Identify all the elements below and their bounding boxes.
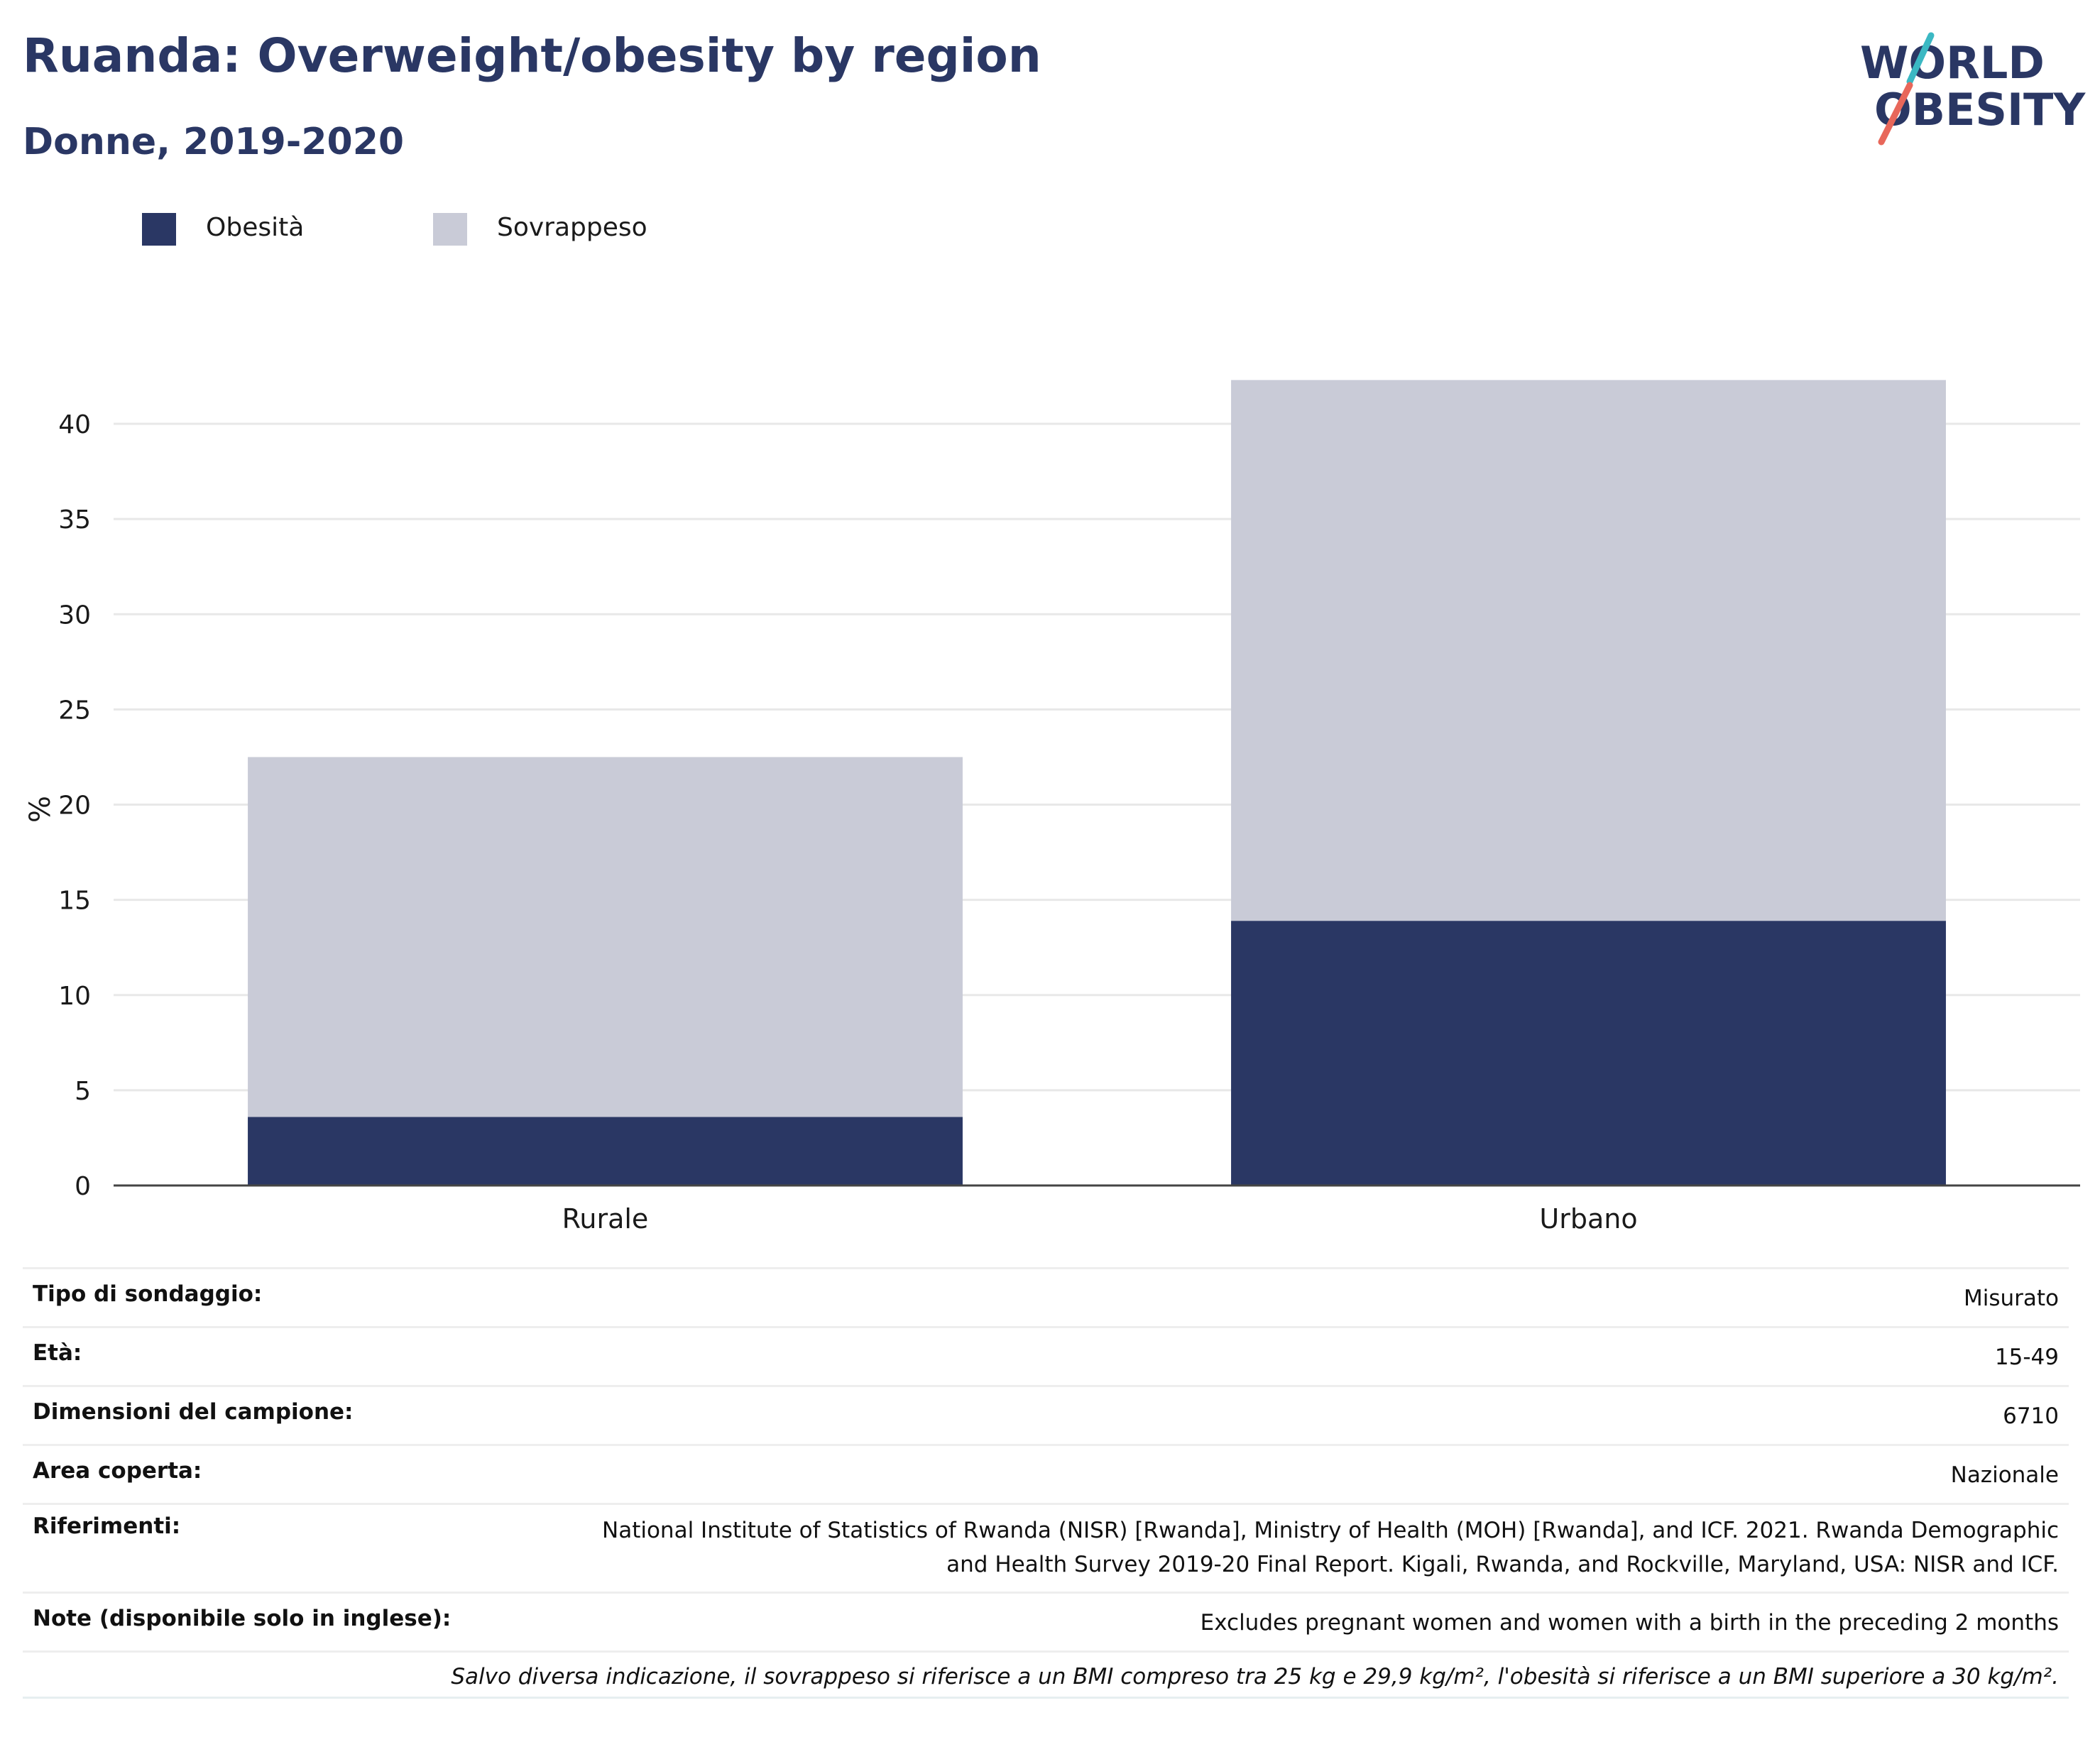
info-label-survey-type: Tipo di sondaggio: — [33, 1281, 263, 1307]
info-label-references: Riferimenti: — [33, 1513, 181, 1539]
info-row-sample-size: Dimensioni del campione: 6710 — [23, 1385, 2069, 1444]
info-value-area: Nazionale — [1950, 1462, 2059, 1488]
info-label-notes: Note (disponibile solo in inglese): — [33, 1606, 452, 1631]
chart-title: Ruanda: Overweight/obesity by region — [23, 28, 1041, 83]
y-tick-label-35: 35 — [58, 505, 91, 535]
info-value-survey-type: Misurato — [1963, 1286, 2059, 1311]
info-value-age: 15-49 — [1994, 1345, 2059, 1370]
info-label-age: Età: — [33, 1340, 82, 1366]
info-row-references: Riferimenti: National Institute of Stati… — [23, 1503, 2069, 1592]
logo-slash-bottom — [1878, 82, 1913, 146]
survey-info-table: Tipo di sondaggio: Misurato Età: 15-49 D… — [23, 1267, 2069, 1699]
legend-label-overweight: Sovrappeso — [497, 213, 647, 242]
bar-urbano-overweight — [1231, 380, 1946, 921]
info-row-survey-type: Tipo di sondaggio: Misurato — [23, 1267, 2069, 1326]
y-tick-label-0: 0 — [75, 1172, 91, 1201]
info-row-age: Età: 15-49 — [23, 1326, 2069, 1385]
y-tick-label-25: 25 — [58, 696, 91, 725]
bmi-footnote: Salvo diversa indicazione, il sovrappeso… — [23, 1650, 2069, 1699]
x-tick-label-rurale: Rurale — [562, 1203, 649, 1234]
references-line-1: National Institute of Statistics of Rwan… — [602, 1518, 2059, 1543]
y-tick-label-10: 10 — [58, 982, 91, 1011]
chart-subtitle: Donne, 2019-2020 — [23, 121, 405, 163]
bar-rurale-overweight — [248, 757, 963, 1117]
y-tick-label-15: 15 — [58, 887, 91, 916]
info-label-sample-size: Dimensioni del campione: — [33, 1399, 354, 1425]
bar-chart: 0 5 10 15 20 25 30 35 40 Rurale Urbano% — [24, 380, 2080, 1234]
legend-label-obesity: Obesità — [206, 213, 305, 242]
info-value-notes: Excludes pregnant women and women with a… — [1200, 1610, 2059, 1636]
y-axis-label: % — [24, 796, 57, 823]
y-tick-label-5: 5 — [75, 1077, 91, 1106]
y-tick-label-20: 20 — [58, 792, 91, 821]
legend-swatch-obesity — [142, 213, 176, 246]
info-row-area: Area coperta: Nazionale — [23, 1444, 2069, 1503]
bar-urbano-obesity — [1231, 921, 1946, 1185]
legend-swatch-overweight — [433, 213, 467, 246]
info-label-area: Area coperta: — [33, 1458, 202, 1484]
x-tick-label-urbano: Urbano — [1539, 1203, 1637, 1234]
bar-rurale-obesity — [248, 1117, 963, 1185]
info-value-sample-size: 6710 — [2003, 1403, 2059, 1429]
info-row-notes: Note (disponibile solo in inglese): Excl… — [23, 1592, 2069, 1650]
info-value-references: National Institute of Statistics of Rwan… — [602, 1513, 2059, 1582]
references-line-2: and Health Survey 2019-20 Final Report. … — [946, 1552, 2059, 1577]
y-tick-label-40: 40 — [58, 410, 91, 439]
logo-line-1: WORLD — [1860, 37, 2045, 89]
logo-slash-top — [1906, 32, 1935, 85]
world-obesity-logo: WORLD OBESITY — [1860, 32, 2086, 146]
y-tick-label-30: 30 — [58, 601, 91, 630]
